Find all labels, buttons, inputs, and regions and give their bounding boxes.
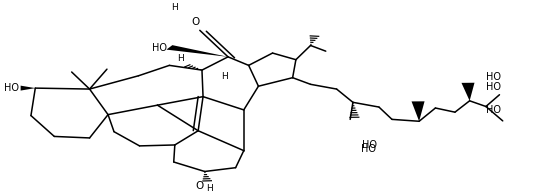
Text: HO: HO: [152, 43, 166, 53]
Text: HO: HO: [486, 82, 501, 92]
Text: H: H: [206, 184, 212, 193]
Polygon shape: [461, 83, 474, 101]
Text: HO: HO: [486, 72, 501, 82]
Text: O: O: [191, 17, 200, 28]
Text: HO: HO: [4, 83, 19, 93]
Text: HO: HO: [361, 144, 376, 154]
Text: HO: HO: [486, 105, 501, 115]
Text: H: H: [177, 55, 184, 63]
Text: H: H: [171, 3, 178, 12]
Polygon shape: [166, 45, 228, 57]
Polygon shape: [21, 86, 35, 91]
Text: HO: HO: [362, 140, 376, 150]
Polygon shape: [411, 101, 424, 121]
Text: H: H: [221, 72, 228, 81]
Text: O: O: [196, 181, 204, 191]
